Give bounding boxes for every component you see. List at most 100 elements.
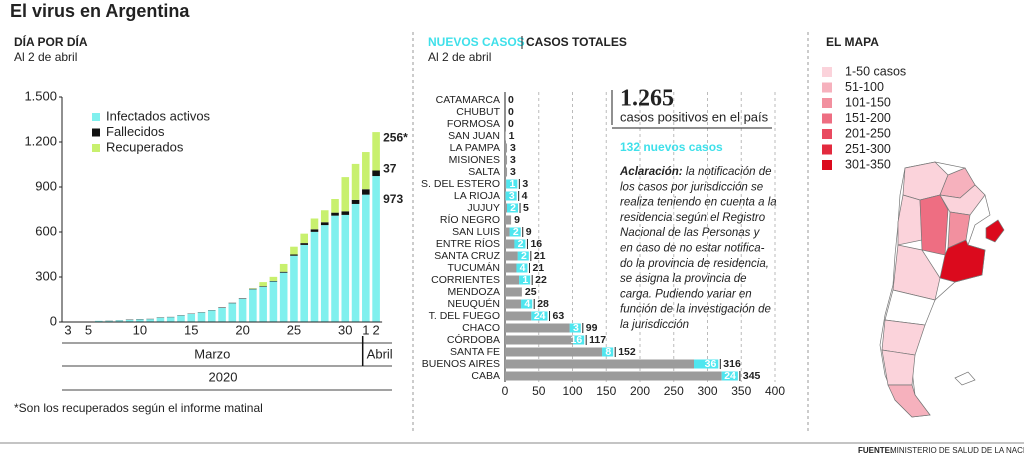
total-label: 63 — [553, 310, 565, 322]
bar-segment — [249, 289, 257, 290]
total-label: 117 — [589, 334, 606, 346]
total-label: 0 — [508, 118, 514, 130]
province — [882, 320, 925, 355]
map-legend-swatch — [822, 67, 832, 77]
total-label: 0 — [508, 106, 514, 118]
year-label: 2020 — [209, 369, 238, 384]
bar-segment — [505, 168, 507, 177]
note-text: los casos por jurisdicción se — [620, 181, 763, 193]
bar-segment — [331, 213, 339, 216]
y-tick-label: 1.200 — [24, 133, 57, 148]
category-label: NEUQUÉN — [447, 297, 500, 310]
source: MINISTERIO DE SALUD DE LA NACIÓN — [890, 446, 1024, 455]
category-label: MENDOZA — [448, 286, 501, 298]
total-label: 3 — [510, 154, 516, 166]
note-text: la notificación de — [683, 166, 772, 178]
category-label: LA PAMPA — [450, 142, 500, 154]
total-label: 16 — [530, 238, 542, 250]
category-label: SAN JUAN — [448, 130, 500, 142]
category-label: FORMOSA — [447, 118, 500, 130]
bar-segment — [321, 222, 329, 225]
new-cases-label: 3 — [509, 190, 515, 202]
bar-segment — [239, 299, 247, 322]
x-tick-label: 250 — [664, 384, 684, 398]
y-tick-label: 0 — [50, 313, 57, 328]
bar-segment — [505, 360, 694, 369]
bar-segment — [505, 264, 516, 273]
category-label: RÍO NEGRO — [440, 213, 500, 226]
total-label: 22 — [535, 274, 547, 286]
note-text: realiza teniendo en cuenta a la — [620, 197, 777, 209]
note-text: do la provincia de residencia, — [620, 258, 769, 270]
y-tick-label: 600 — [35, 223, 57, 238]
total-label: 3 — [510, 142, 516, 154]
y-tick-label: 1.500 — [24, 88, 57, 103]
x-tick-label: 2 — [372, 322, 379, 337]
bar-segment — [331, 199, 339, 213]
map-legend-label: 51-100 — [845, 80, 884, 94]
map-legend-label: 1-50 casos — [845, 64, 906, 78]
new-cases-label: 1 — [522, 274, 528, 286]
map-legend-swatch — [822, 98, 832, 108]
chart-subtitle: Al 2 de abril — [428, 50, 491, 64]
bar-segment — [362, 195, 370, 322]
legend-label: Infectados activos — [106, 108, 211, 123]
bar-segment — [505, 156, 507, 165]
note-line: los casos por jurisdicción se — [620, 181, 763, 193]
bar-segment — [505, 204, 507, 213]
new-cases-label: 24 — [534, 310, 546, 322]
y-tick-label: 900 — [35, 178, 57, 193]
new-cases-label: 16 — [570, 334, 582, 346]
x-tick-label: 5 — [85, 322, 92, 337]
note-line: do la provincia de residencia, — [620, 258, 769, 270]
bar-segment — [505, 132, 506, 141]
bar-segment — [352, 200, 360, 204]
bar-segment — [311, 232, 319, 322]
page-title: El virus en Argentina — [10, 1, 190, 21]
map-legend-label: 151-200 — [845, 111, 891, 125]
legend-total: CASOS TOTALES — [526, 35, 627, 49]
note-text: en caso de no estar notifica- — [620, 243, 765, 255]
new-cases-label: 2 — [518, 238, 524, 250]
total-label: 28 — [537, 298, 549, 310]
new-cases-label: 24 — [724, 370, 736, 382]
note-text: la jurisdicción — [620, 319, 689, 331]
bar-segment — [505, 288, 522, 297]
category-label: CATAMARCA — [436, 94, 500, 106]
source-label: FUENTE: — [858, 446, 893, 455]
total-label: 1 — [509, 130, 515, 142]
data-label: 256* — [383, 130, 408, 144]
x-tick-label: 300 — [697, 384, 717, 398]
category-label: MISIONES — [449, 154, 500, 166]
bar-segment — [505, 312, 531, 321]
note-text: carga. Pudiendo variar en — [620, 288, 752, 300]
note-line: residencia según el Registro — [620, 212, 766, 224]
category-label: SANTA CRUZ — [434, 250, 500, 262]
bar-segment — [321, 210, 329, 222]
total-label: 4 — [522, 190, 528, 202]
bar-segment — [321, 225, 329, 322]
bar-segment — [229, 303, 237, 322]
province — [882, 350, 915, 385]
bar-segment — [300, 234, 308, 243]
province — [920, 195, 948, 255]
x-tick-label: 350 — [731, 384, 751, 398]
legend-new: NUEVOS CASOS — [428, 35, 525, 49]
total-label: 9 — [514, 214, 520, 226]
chart-title: DÍA POR DÍA — [14, 34, 88, 49]
islands — [955, 372, 975, 385]
bar-segment — [300, 243, 308, 245]
bar-segment — [341, 177, 349, 211]
total-label: 99 — [586, 322, 598, 334]
bar-segment — [505, 252, 518, 261]
bar-segment — [259, 282, 267, 286]
bar-segment — [505, 336, 573, 345]
new-cases-label: 4 — [524, 298, 530, 310]
map — [880, 162, 1004, 417]
bar-segment — [280, 264, 288, 272]
x-tick-label: 25 — [287, 322, 301, 337]
headline: 1.265 — [620, 86, 674, 112]
category-label: T. DEL FUEGO — [429, 310, 500, 322]
note-line: realiza teniendo en cuenta a la — [620, 197, 777, 209]
legend-swatch — [92, 113, 100, 121]
